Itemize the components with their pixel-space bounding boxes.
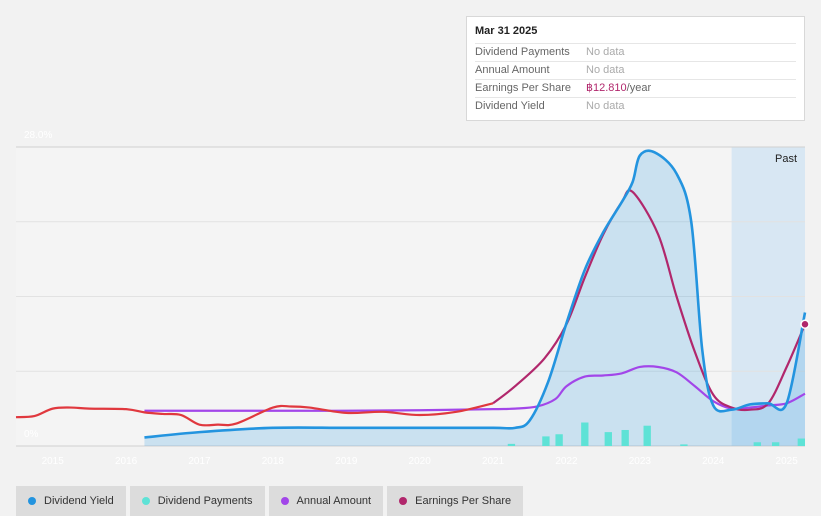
tooltip-value: No data xyxy=(586,64,625,76)
x-tick-label: 2021 xyxy=(482,456,505,467)
dividend-payment-bar xyxy=(507,443,516,446)
legend-label: Annual Amount xyxy=(296,495,372,507)
dividend-payment-bar xyxy=(581,422,589,446)
legend-label: Earnings Per Share xyxy=(415,495,512,507)
earnings-per-share-line-early xyxy=(15,402,494,427)
dividend-payment-bar xyxy=(555,434,563,446)
tooltip-value: ฿12.810/year xyxy=(586,80,651,97)
dividend-yield-area xyxy=(144,150,805,446)
dividend-payment-bar xyxy=(753,442,761,446)
y-axis-top-label: 28.0% xyxy=(24,130,52,141)
eps-value: ฿12.810 xyxy=(586,82,627,94)
dividend-payment-bar xyxy=(621,429,629,446)
past-label: Past xyxy=(775,153,797,165)
legend-dot-icon xyxy=(141,497,150,505)
dividend-payment-bar xyxy=(542,436,550,446)
legend-dot-icon xyxy=(399,497,408,505)
legend-dot-icon xyxy=(280,497,289,505)
x-tick-label: 2025 xyxy=(776,456,799,467)
tooltip-label: Annual Amount xyxy=(475,64,550,76)
legend-label: Dividend Yield xyxy=(44,495,114,507)
tooltip-label: Dividend Payments xyxy=(475,46,570,58)
y-axis-bottom-label: 0% xyxy=(24,429,39,440)
tooltip-row-earnings-per-share: Earnings Per Share ฿12.810/year xyxy=(475,79,796,97)
x-tick-label: 2019 xyxy=(335,456,358,467)
x-tick-label: 2018 xyxy=(262,456,285,467)
tooltip-label: Earnings Per Share xyxy=(475,82,571,94)
x-tick-label: 2015 xyxy=(42,456,65,467)
x-tick-label: 2024 xyxy=(702,456,725,467)
eps-unit: /year xyxy=(626,82,652,94)
earnings-per-share-line xyxy=(492,189,807,412)
legend-earnings-per-share[interactable]: Earnings Per Share xyxy=(387,486,524,516)
x-tick-label: 2022 xyxy=(555,456,578,467)
tooltip-row-dividend-yield: Dividend Yield No data xyxy=(475,97,796,115)
legend: Dividend Yield Dividend Payments Annual … xyxy=(16,486,524,516)
tooltip-value: No data xyxy=(586,46,625,58)
tooltip-row-annual-amount: Annual Amount No data xyxy=(475,61,796,79)
dividend-payment-bar xyxy=(643,425,651,446)
x-tick-label: 2016 xyxy=(115,456,138,467)
legend-dividend-yield[interactable]: Dividend Yield xyxy=(16,486,126,516)
x-tick-label: 2020 xyxy=(409,456,432,467)
legend-annual-amount[interactable]: Annual Amount xyxy=(268,486,384,516)
legend-dividend-payments[interactable]: Dividend Payments xyxy=(129,486,265,516)
tooltip-panel: Mar 31 2025 Dividend Payments No data An… xyxy=(466,16,805,121)
dividend-payment-bar xyxy=(797,438,805,446)
x-tick-label: 2017 xyxy=(188,456,211,467)
dividend-yield-line xyxy=(144,149,807,439)
tooltip-row-dividend-payments: Dividend Payments No data xyxy=(475,43,796,61)
tooltip-label: Dividend Yield xyxy=(475,100,545,112)
legend-label: Dividend Payments xyxy=(157,495,253,507)
tooltip-date: Mar 31 2025 xyxy=(475,25,538,37)
dividend-payment-bar xyxy=(771,442,780,446)
dividend-payment-bar xyxy=(604,432,612,446)
dividend-payment-bar xyxy=(680,444,688,446)
x-tick-label: 2023 xyxy=(629,456,652,467)
legend-dot-icon xyxy=(28,497,36,505)
eps-highlight-point xyxy=(800,319,810,330)
tooltip-value: No data xyxy=(586,100,625,112)
